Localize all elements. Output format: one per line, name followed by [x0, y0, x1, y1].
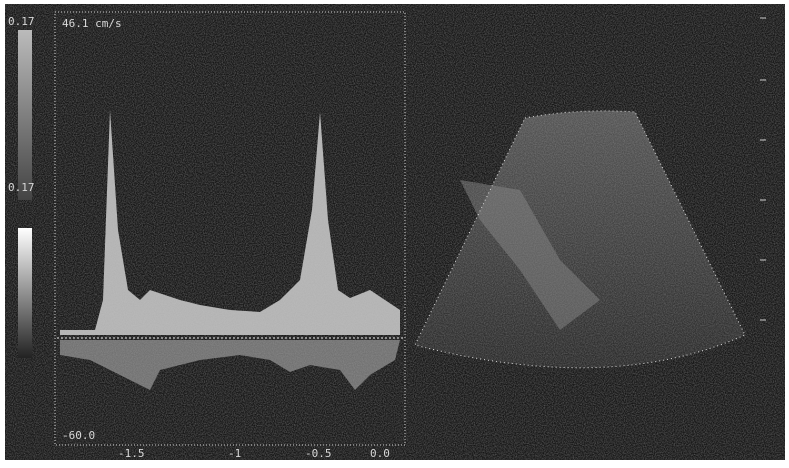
- velocity-label: 46.1 cm/s: [62, 17, 122, 30]
- time-label: -0.5: [305, 447, 332, 460]
- ultrasound-screen: 0.17 0.17 46.1 cm/s -60.0 -1.5 -1 -0.5 0…: [0, 0, 789, 468]
- time-label: 0.0: [370, 447, 390, 460]
- gray-scale-bar: [18, 30, 32, 200]
- baseline-label: -60.0: [62, 429, 95, 442]
- page: 0.17 0.17 46.1 cm/s -60.0 -1.5 -1 -0.5 0…: [0, 0, 789, 468]
- time-label: -1.5: [118, 447, 145, 460]
- scale-label: 0.17: [8, 181, 35, 194]
- time-label: -1: [228, 447, 241, 460]
- scale-label: 0.17: [8, 15, 35, 28]
- color-scale-bar: [18, 228, 32, 358]
